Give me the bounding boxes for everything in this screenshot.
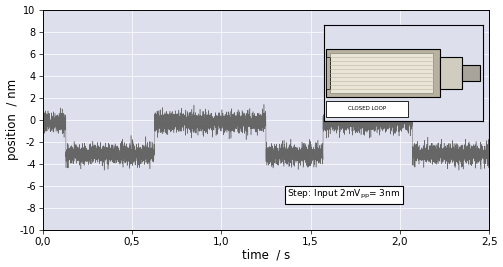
X-axis label: time  / s: time / s (242, 249, 290, 261)
Bar (326, 101, 408, 117)
Bar (326, 49, 440, 97)
Bar (440, 57, 462, 89)
Y-axis label: position  / nm: position / nm (6, 79, 19, 160)
Bar (326, 57, 330, 89)
Text: Step: Input 2mV$_{\mathregular{pp}}$= 3nm: Step: Input 2mV$_{\mathregular{pp}}$= 3n… (287, 188, 400, 201)
Bar (330, 53, 433, 93)
Text: CLOSED LOOP: CLOSED LOOP (348, 106, 386, 111)
Bar (462, 65, 480, 81)
